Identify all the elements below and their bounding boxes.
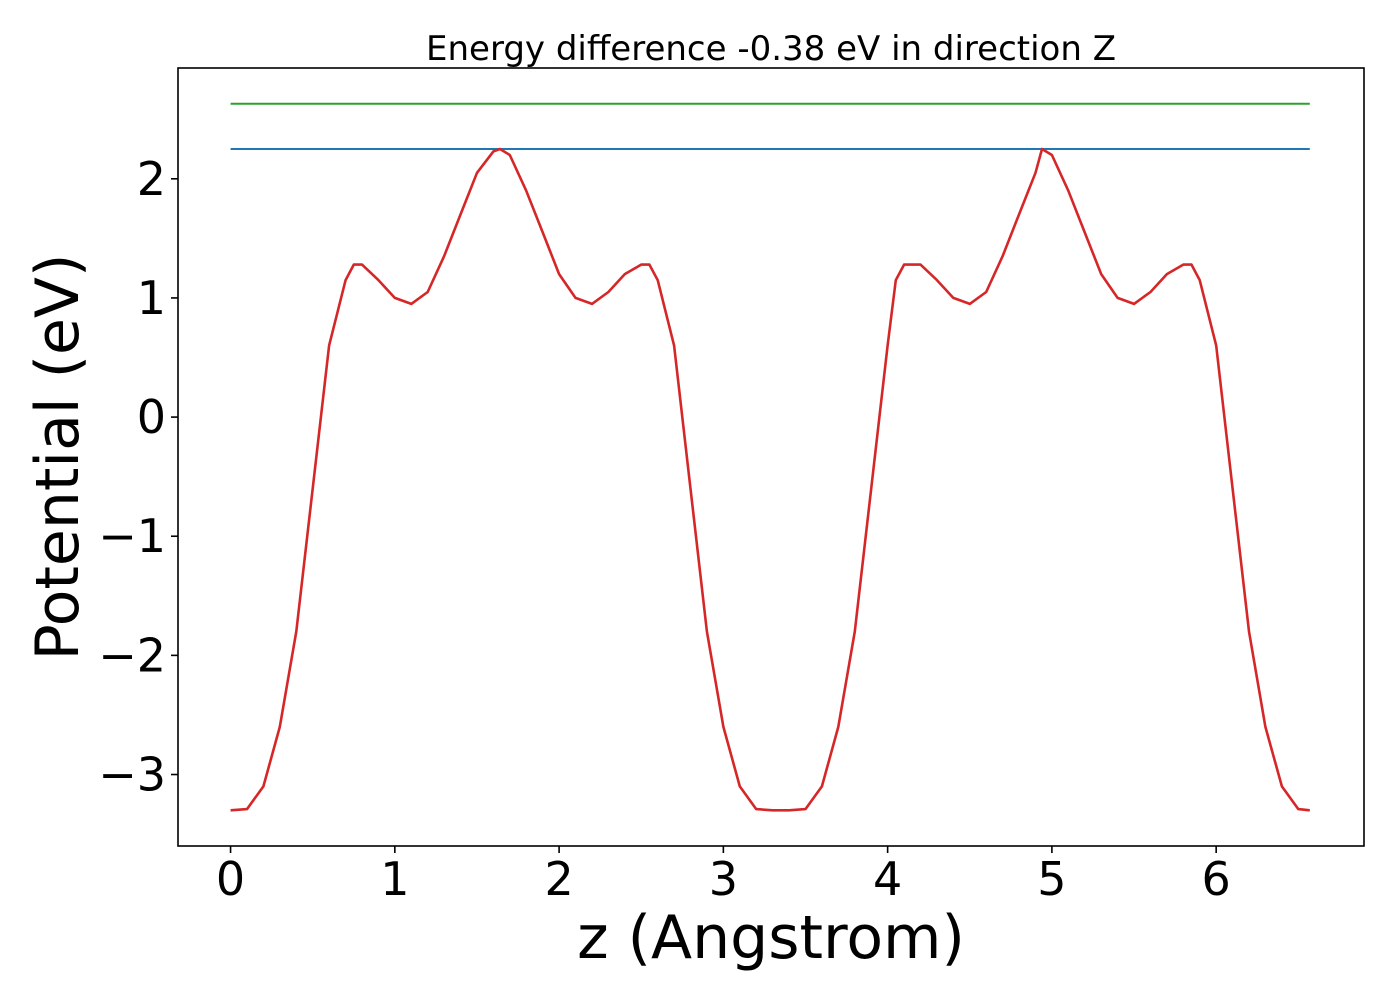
y-tick-label: −2 bbox=[98, 628, 166, 682]
series-layer bbox=[230, 102, 1310, 812]
x-tick-label: 4 bbox=[873, 852, 902, 906]
plot-area bbox=[177, 67, 1365, 847]
series-line-2 bbox=[230, 147, 1310, 812]
x-axis-label: z (Angstrom) bbox=[577, 903, 965, 973]
x-tick-label: 0 bbox=[216, 852, 245, 906]
y-axis-ticks: −3 −2 −1 0 1 2 bbox=[98, 152, 178, 802]
y-tick-label: 1 bbox=[137, 271, 166, 325]
y-axis-label: Potential (eV) bbox=[23, 254, 93, 661]
x-tick-label: 2 bbox=[544, 852, 573, 906]
x-tick-label: 5 bbox=[1037, 852, 1066, 906]
plot-frame bbox=[177, 67, 1365, 847]
x-axis-ticks: 0 1 2 3 4 5 6 bbox=[216, 846, 1231, 906]
y-tick-label: −1 bbox=[98, 509, 166, 563]
x-tick-label: 6 bbox=[1202, 852, 1231, 906]
plot-background bbox=[178, 68, 1364, 846]
x-tick-label: 1 bbox=[380, 852, 409, 906]
y-tick-label: −3 bbox=[98, 748, 166, 802]
chart-title: Energy difference -0.38 eV in direction … bbox=[426, 29, 1116, 69]
x-tick-label: 3 bbox=[709, 852, 738, 906]
y-tick-label: 0 bbox=[137, 390, 166, 444]
y-tick-label: 2 bbox=[137, 152, 166, 206]
